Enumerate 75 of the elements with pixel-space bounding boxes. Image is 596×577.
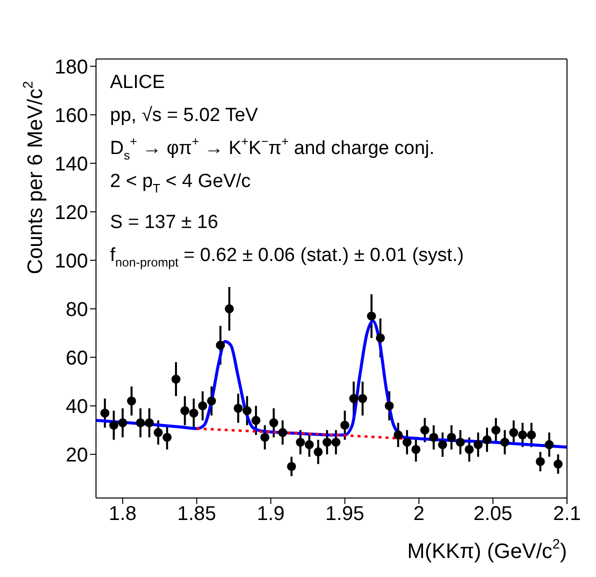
point <box>411 444 420 454</box>
point <box>100 408 110 418</box>
point <box>171 374 180 384</box>
point <box>251 416 260 425</box>
point <box>526 430 536 440</box>
point <box>376 333 385 342</box>
point <box>234 404 243 413</box>
annotation: S = 137 ± 16 <box>110 212 218 233</box>
point <box>518 430 528 440</box>
point <box>162 432 172 442</box>
point <box>331 438 340 447</box>
y-tick-label: 180 <box>54 56 88 78</box>
x-tick-label: 1.9 <box>256 503 285 526</box>
x-tick-label: 2.1 <box>553 503 581 526</box>
x-tick-label: 2.05 <box>473 503 512 526</box>
point <box>349 394 358 404</box>
point <box>482 435 492 444</box>
point <box>464 444 474 454</box>
point <box>144 418 154 428</box>
y-tick-label: 40 <box>66 396 88 418</box>
point <box>260 432 270 442</box>
point <box>109 420 118 430</box>
annotation: 2 < p$_{T}$ < 4 GeV/c <box>110 171 251 196</box>
point <box>304 440 314 450</box>
point <box>340 420 350 430</box>
point <box>536 457 545 466</box>
point <box>180 406 190 416</box>
y-tick-label: 120 <box>54 202 88 224</box>
y-tick-label: 100 <box>54 250 88 272</box>
point <box>491 426 500 435</box>
point <box>207 396 216 406</box>
annotation: ALICE <box>110 72 165 93</box>
point <box>402 438 412 447</box>
x-tick-label: 1.95 <box>325 503 364 526</box>
y-tick-label: 80 <box>66 298 88 321</box>
point <box>500 438 510 447</box>
x-tick-label: 2 <box>413 503 424 526</box>
point <box>438 440 448 450</box>
annotation: pp, √s = 5.02 TeV <box>110 105 258 126</box>
y-tick-label: 20 <box>66 444 88 466</box>
point <box>286 462 296 471</box>
point <box>242 406 252 416</box>
point <box>446 432 456 442</box>
point <box>278 428 288 438</box>
x-tick-label: 1.8 <box>108 503 137 526</box>
annotation: f$_{non-prompt}$ = 0.62 ± 0.06 (stat.) ± 0.01 (syst.) <box>110 245 464 270</box>
point <box>118 418 128 428</box>
point <box>358 394 368 404</box>
point <box>198 401 208 410</box>
point <box>224 304 234 314</box>
text: D$_{s}$$^{+}$ → φπ$^{+}$ → K$^{+}$K$^{−}$π$^{+}$ and charge conj. <box>110 134 435 163</box>
point <box>154 428 163 438</box>
point <box>296 438 305 447</box>
x-axis-title: M(KKπ) (GeV/c$^{2}$) <box>407 536 567 563</box>
point <box>322 438 332 447</box>
point <box>189 408 198 418</box>
point <box>127 396 136 406</box>
point <box>136 418 145 428</box>
point <box>420 426 430 435</box>
point <box>216 340 225 350</box>
point <box>544 440 554 450</box>
point <box>509 428 518 438</box>
y-tick-label: 60 <box>66 347 88 370</box>
x-tick-label: 1.85 <box>177 503 216 526</box>
point <box>474 440 483 450</box>
point <box>429 432 438 442</box>
point <box>456 438 465 447</box>
y-tick-label: 140 <box>54 153 88 176</box>
point <box>269 418 278 428</box>
point <box>554 460 563 469</box>
y-tick-label: 160 <box>54 104 88 127</box>
point <box>314 447 323 456</box>
point <box>366 312 376 321</box>
point <box>394 430 403 440</box>
point <box>384 401 394 410</box>
